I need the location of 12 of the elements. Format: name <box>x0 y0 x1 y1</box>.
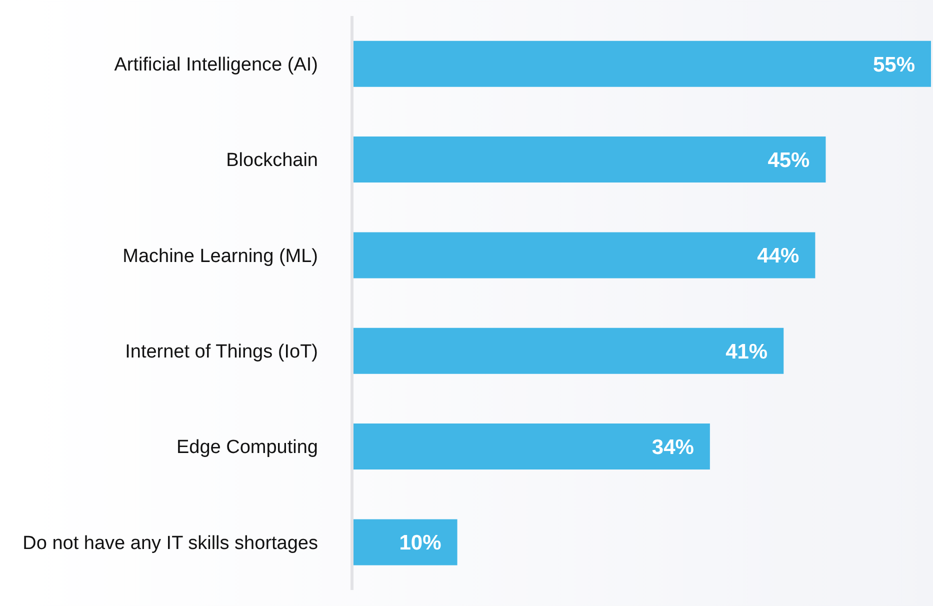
y-tick-label: Artificial Intelligence (AI) <box>114 54 318 76</box>
y-tick-label: Do not have any IT skills shortages <box>22 532 318 554</box>
data-label: 55% <box>872 53 916 76</box>
data-label: 10% <box>399 532 442 555</box>
y-tick-label: Internet of Things (IoT) <box>125 342 318 363</box>
data-label: 45% <box>768 148 810 172</box>
data-label: 41% <box>726 340 768 364</box>
y-tick-label: Blockchain <box>226 150 318 172</box>
y-tick-label: Machine Learning (ML) <box>122 246 318 267</box>
data-label: 34% <box>652 436 694 459</box>
y-tick-label: Edge Computing <box>176 437 318 458</box>
data-label: 44% <box>757 244 800 268</box>
